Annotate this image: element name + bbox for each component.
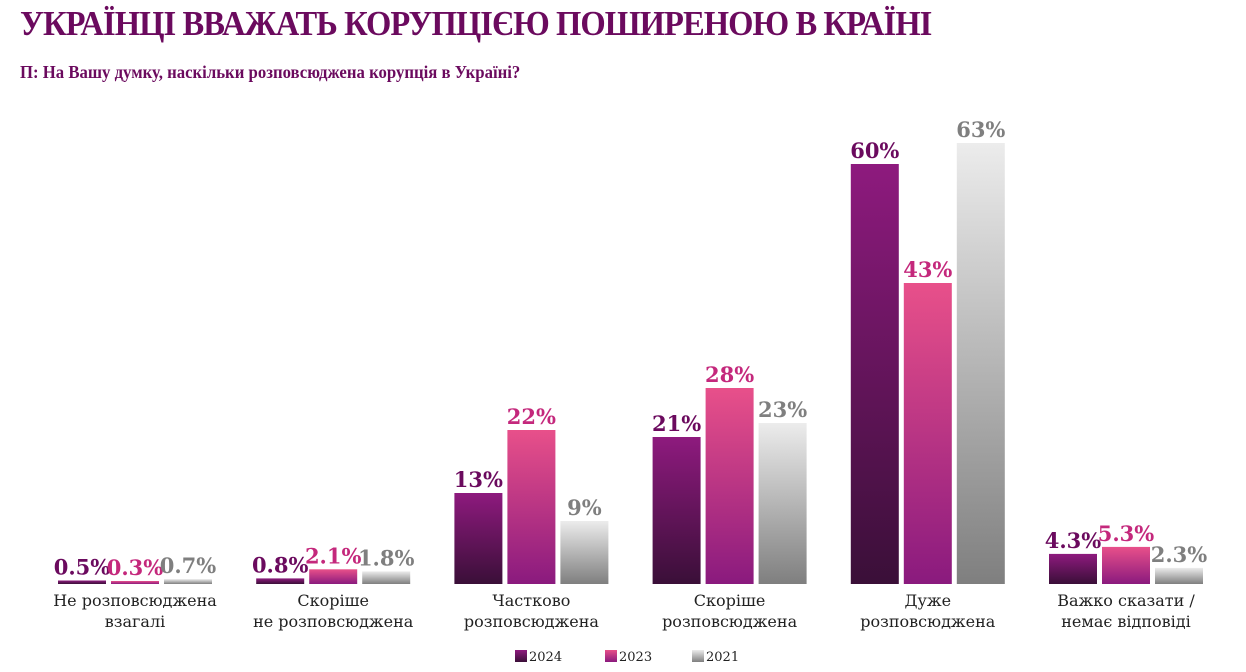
data-label-2021: 2.3% (1151, 542, 1208, 567)
category-label: Важко сказати / (1057, 591, 1195, 610)
data-label-2023: 43% (903, 257, 952, 282)
category-label: не розповсюджена (253, 612, 414, 631)
bar-2021 (1155, 567, 1203, 584)
category-label: Скоріше (694, 591, 766, 610)
data-label-2024: 60% (850, 138, 899, 163)
data-label-2023: 5.3% (1098, 521, 1155, 546)
category-label: розповсюджена (662, 612, 798, 631)
bar-2023 (1102, 546, 1150, 584)
data-label-2023: 28% (705, 362, 754, 387)
chart-title: УКРАЇНЦІ ВВАЖАТЬ КОРУПЦІЄЮ ПОШИРЕНОЮ В К… (20, 4, 932, 43)
legend-swatch-2023 (605, 650, 617, 662)
chart-subtitle: П: На Вашу думку, наскільки розповсюджен… (20, 62, 521, 82)
data-label-2021: 1.8% (358, 545, 415, 570)
bar-2021 (758, 423, 807, 584)
data-label-2024: 4.3% (1045, 528, 1102, 553)
data-label-2024: 0.8% (252, 552, 309, 577)
bar-2024 (652, 437, 701, 584)
bar-2024 (1049, 553, 1097, 584)
category-label: Частково (492, 591, 570, 610)
bar-2021 (164, 579, 212, 584)
data-label-2024: 21% (652, 411, 701, 436)
legend-swatch-2024 (515, 650, 527, 662)
legend-label-2023: 2023 (619, 650, 652, 665)
category-label: Не розповсюджена (53, 591, 217, 610)
data-label-2021: 9% (567, 495, 602, 520)
bar-2023 (507, 430, 556, 584)
legend-swatch-2021 (692, 650, 704, 662)
bar-2021 (560, 521, 609, 584)
category-label: розповсюджена (464, 612, 600, 631)
data-label-2023: 2.1% (305, 543, 362, 568)
bar-2021 (956, 143, 1005, 584)
category-label: розповсюджена (860, 612, 996, 631)
bar-2024 (58, 580, 106, 584)
bar-2023 (705, 388, 754, 584)
data-label-2023: 22% (507, 404, 556, 429)
data-label-2021: 0.7% (160, 553, 217, 578)
legend-label-2021: 2021 (706, 650, 739, 665)
data-label-2024: 13% (454, 467, 503, 492)
bar-2024 (256, 578, 305, 584)
data-label-2021: 23% (758, 397, 807, 422)
bar-2023 (309, 569, 358, 584)
bar-2024 (850, 164, 899, 584)
category-label: Дуже (904, 591, 951, 610)
data-label-2024: 0.5% (54, 555, 111, 580)
bar-2023 (903, 283, 952, 584)
bar-2021 (362, 571, 411, 584)
data-label-2023: 0.3% (107, 555, 164, 580)
category-label: взагалі (105, 612, 165, 631)
category-label: немає відповіді (1061, 612, 1191, 631)
bar-2024 (454, 493, 503, 584)
data-label-2021: 63% (956, 117, 1005, 142)
category-label: Скоріше (297, 591, 369, 610)
legend-label-2024: 2024 (529, 650, 562, 665)
bar-2023 (111, 581, 159, 584)
